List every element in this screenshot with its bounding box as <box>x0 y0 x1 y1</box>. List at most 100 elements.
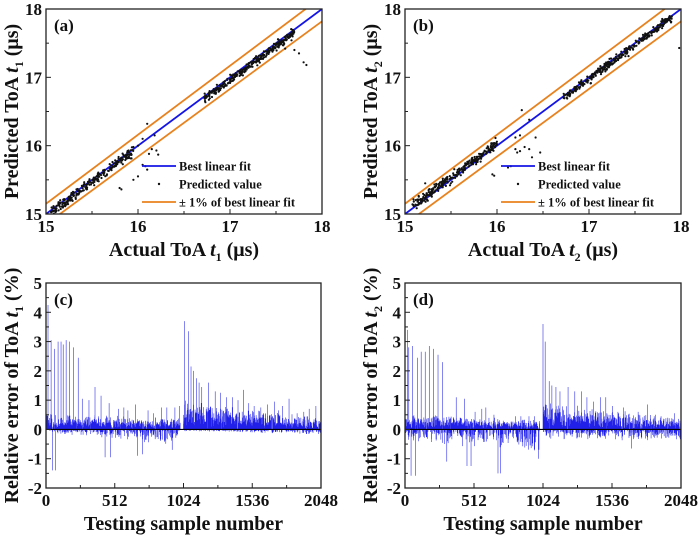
predicted-value-point <box>642 36 646 39</box>
predicted-value-point <box>444 178 447 181</box>
predicted-value-point <box>514 148 517 151</box>
predicted-value-point <box>577 81 581 84</box>
predicted-value-point <box>440 183 443 186</box>
predicted-value-point <box>268 47 271 50</box>
predicted-value-point <box>302 61 305 64</box>
predicted-value-point <box>569 92 572 95</box>
y-tick-label: 4 <box>34 303 43 322</box>
predicted-value-point <box>127 149 130 152</box>
x-tick-label: 17 <box>581 217 599 236</box>
predicted-value-point <box>575 86 578 90</box>
y-tick-label: 2 <box>34 362 43 381</box>
y-tick-label: -1 <box>28 450 42 469</box>
legend: Best linear fit Predicted value ± 1% of be… <box>142 160 296 210</box>
legend-label: ± 1% of best linear fit <box>179 196 296 210</box>
predicted-value-point <box>93 184 96 187</box>
predicted-value-point <box>111 160 114 164</box>
predicted-value-point <box>452 176 455 179</box>
predicted-value-point <box>437 189 440 192</box>
y-tick-label: 18 <box>25 0 42 19</box>
predicted-value-point <box>272 48 275 52</box>
predicted-value-point <box>568 89 572 92</box>
predicted-value-point <box>655 28 659 31</box>
predicted-value-point <box>65 203 68 206</box>
predicted-value-point <box>660 21 663 24</box>
axis-title-pre: Predicted ToA <box>360 73 382 199</box>
predicted-value-point <box>203 97 206 100</box>
predicted-value-point <box>108 163 111 166</box>
predicted-value-point <box>104 175 107 178</box>
predicted-value-point <box>430 195 433 198</box>
predicted-value-point <box>157 153 160 156</box>
predicted-value-point <box>459 174 462 177</box>
predicted-value-point <box>92 176 95 179</box>
predicted-value-point <box>479 155 482 158</box>
legend-item: Predicted value <box>157 178 262 192</box>
predicted-value-point <box>230 74 233 77</box>
predicted-value-point <box>61 203 64 206</box>
predicted-value-point <box>129 152 133 155</box>
predicted-value-point <box>87 181 91 184</box>
predicted-value-point <box>657 24 660 27</box>
predicted-value-point <box>528 118 531 121</box>
predicted-value-point <box>597 69 600 72</box>
predicted-value-point <box>96 177 99 180</box>
predicted-value-point <box>628 45 631 48</box>
predicted-value-point <box>256 64 259 67</box>
predicted-value-point <box>586 78 589 81</box>
predicted-value-point <box>251 65 254 68</box>
predicted-value-point <box>600 66 604 69</box>
axis-title-var: t <box>1 66 23 73</box>
predicted-value-point <box>215 83 218 86</box>
predicted-value-point <box>54 211 57 214</box>
predicted-value-point <box>490 142 493 145</box>
predicted-value-point <box>76 187 79 191</box>
predicted-value-point <box>147 152 151 155</box>
predicted-value-point <box>98 172 101 175</box>
predicted-value-point <box>122 155 125 158</box>
predicted-value-point <box>97 180 100 183</box>
x-axis-title: Actual ToA t1 (μs) <box>109 239 259 264</box>
predicted-value-point <box>131 149 134 152</box>
predicted-value-point <box>102 173 105 176</box>
predicted-value-point <box>118 186 121 190</box>
predicted-value-point <box>252 57 255 61</box>
predicted-value-point <box>122 153 125 157</box>
y-tick-label: 16 <box>384 137 401 156</box>
plot-frame <box>45 282 322 489</box>
predicted-value-point <box>284 35 287 38</box>
predicted-value-point <box>670 15 673 18</box>
predicted-value-point <box>530 156 534 159</box>
x-tick-label: 1536 <box>235 491 269 510</box>
predicted-value-point <box>105 173 109 176</box>
predicted-value-point <box>599 73 603 76</box>
x-axis-title: Testing sample number <box>443 513 642 535</box>
predicted-value-point <box>610 63 614 66</box>
predicted-value-point <box>476 159 479 162</box>
predicted-value-point <box>608 65 611 68</box>
predicted-value-point <box>426 198 429 201</box>
predicted-value-point <box>604 70 607 73</box>
predicted-value-point <box>486 145 489 148</box>
predicted-value-point <box>562 96 565 99</box>
predicted-value-point <box>267 52 270 55</box>
legend-point-swatch <box>516 182 520 186</box>
predicted-value-point <box>81 187 84 190</box>
predicted-value-point <box>563 94 566 97</box>
predicted-value-point <box>146 168 149 171</box>
predicted-value-point <box>305 63 308 67</box>
predicted-value-point <box>91 178 95 181</box>
predicted-value-point <box>208 97 211 100</box>
x-tick-label: 16 <box>489 217 506 236</box>
predicted-value-point <box>472 159 475 162</box>
predicted-value-point <box>444 184 447 187</box>
predicted-value-point <box>670 20 673 23</box>
predicted-value-point <box>203 95 206 99</box>
predicted-value-point <box>117 157 120 160</box>
axis-title-pre: Actual ToA <box>468 239 569 261</box>
predicted-value-point <box>428 191 432 194</box>
predicted-value-point <box>232 73 235 76</box>
predicted-value-point <box>518 150 522 153</box>
lower-1pct-bound-line <box>58 20 322 214</box>
axis-title-pre: Predicted ToA <box>1 73 23 199</box>
